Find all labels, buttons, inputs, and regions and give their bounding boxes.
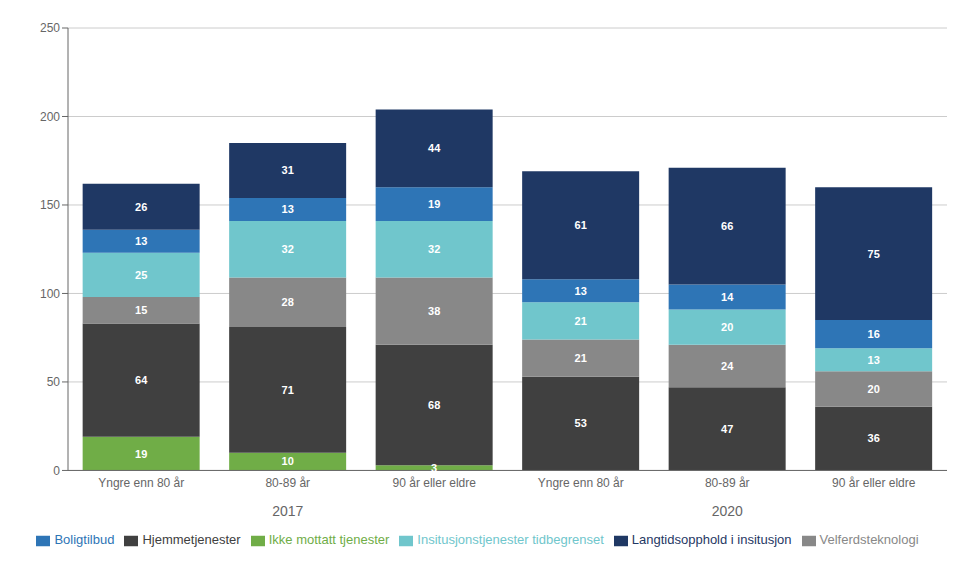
svg-text:28: 28: [282, 296, 294, 308]
svg-text:Yngre enn 80 år: Yngre enn 80 år: [98, 476, 184, 490]
svg-text:16: 16: [868, 328, 880, 340]
svg-text:0: 0: [53, 464, 60, 478]
html-text:Ikke mottatt tjenester: Ikke mottatt tjenester: [268, 532, 390, 548]
svg-text:14: 14: [721, 291, 734, 303]
svg-text:90 år eller eldre: 90 år eller eldre: [393, 476, 477, 490]
svg-text:13: 13: [868, 354, 880, 366]
svg-text:47: 47: [721, 423, 733, 435]
svg-text:32: 32: [282, 243, 294, 255]
svg-text:25: 25: [135, 269, 147, 281]
svg-text:13: 13: [282, 203, 294, 215]
svg-text:13: 13: [575, 285, 587, 297]
svg-text:53: 53: [575, 417, 587, 429]
svg-text:38: 38: [428, 305, 440, 317]
svg-text:2017: 2017: [272, 503, 303, 519]
html-text:Langtidsopphold i insitusjon: Langtidsopphold i insitusjon: [631, 532, 792, 548]
svg-text:50: 50: [47, 375, 61, 389]
svg-text:75: 75: [868, 248, 880, 260]
svg-text:80-89 år: 80-89 år: [705, 476, 750, 490]
svg-text:21: 21: [575, 315, 587, 327]
svg-text:26: 26: [135, 201, 147, 213]
svg-text:15: 15: [135, 304, 147, 316]
html-text:Insitusjonstjenester tidbegren: Insitusjonstjenester tidbegrenset: [417, 532, 604, 548]
svg-text:32: 32: [428, 243, 440, 255]
svg-text:Yngre enn 80 år: Yngre enn 80 år: [538, 476, 624, 490]
svg-text:20: 20: [721, 321, 733, 333]
svg-text:66: 66: [721, 220, 733, 232]
svg-text:19: 19: [428, 198, 440, 210]
svg-text:13: 13: [135, 235, 147, 247]
svg-text:44: 44: [428, 142, 441, 154]
svg-text:64: 64: [135, 374, 148, 386]
svg-text:68: 68: [428, 399, 440, 411]
svg-text:61: 61: [575, 219, 587, 231]
svg-text:3: 3: [431, 462, 437, 474]
svg-text:90 år eller eldre: 90 år eller eldre: [832, 476, 916, 490]
html-text:Velferdsteknologi: Velferdsteknologi: [819, 532, 919, 548]
svg-text:200: 200: [40, 110, 60, 124]
svg-text:21: 21: [575, 352, 587, 364]
svg-text:36: 36: [868, 432, 880, 444]
svg-text:150: 150: [40, 198, 60, 212]
html-text:Boligtilbud: Boligtilbud: [54, 532, 115, 548]
svg-text:100: 100: [40, 287, 60, 301]
svg-text:250: 250: [40, 21, 60, 35]
svg-text:20: 20: [868, 383, 880, 395]
svg-text:31: 31: [282, 164, 294, 176]
svg-text:2020: 2020: [712, 503, 743, 519]
svg-text:19: 19: [135, 448, 147, 460]
svg-text:80-89 år: 80-89 år: [265, 476, 310, 490]
html-text:Hjemmetjenester: Hjemmetjenester: [142, 532, 241, 548]
svg-text:71: 71: [282, 384, 294, 396]
svg-text:10: 10: [282, 455, 294, 467]
svg-text:24: 24: [721, 360, 734, 372]
